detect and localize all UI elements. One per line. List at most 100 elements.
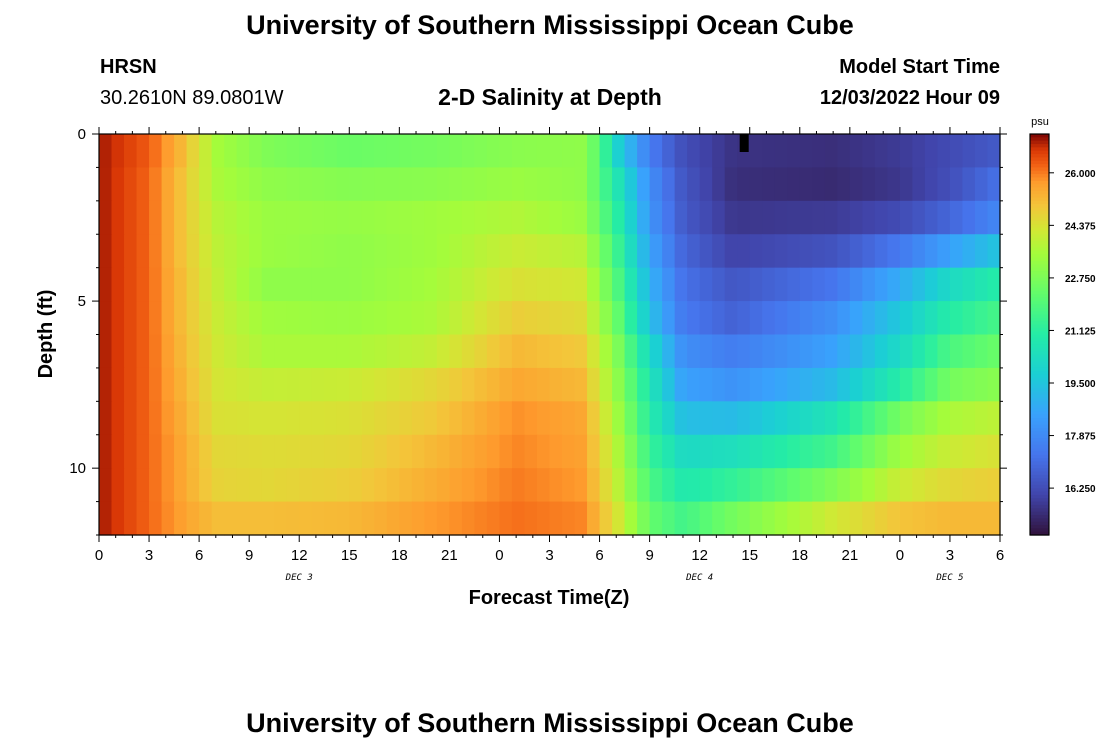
heatmap-cell xyxy=(937,301,951,336)
heatmap-cell xyxy=(662,301,676,336)
heatmap-cell xyxy=(361,367,375,402)
heatmap-cell xyxy=(649,301,663,336)
colorbar-segment xyxy=(1030,431,1049,436)
heatmap-cell xyxy=(336,468,350,503)
heatmap-cell xyxy=(737,167,751,202)
heatmap-cell xyxy=(524,234,538,269)
heatmap-cell xyxy=(562,334,576,369)
heatmap-cell xyxy=(562,267,576,302)
heatmap-cell xyxy=(399,468,413,503)
heatmap-cell xyxy=(449,434,463,469)
x-tick-label: 0 xyxy=(896,547,904,564)
heatmap-cell xyxy=(737,434,751,469)
heatmap-cell xyxy=(374,434,388,469)
heatmap-cell xyxy=(111,334,125,369)
heatmap-cell xyxy=(549,434,563,469)
heatmap-cell xyxy=(637,167,651,202)
heatmap-cell xyxy=(186,501,200,536)
heatmap-cell xyxy=(812,167,826,202)
heatmap-cell xyxy=(286,401,300,436)
heatmap-cell xyxy=(174,234,188,269)
heatmap-cell xyxy=(812,367,826,402)
chart-title: 2-D Salinity at Depth xyxy=(438,84,662,110)
heatmap-cell xyxy=(849,234,863,269)
heatmap-cell xyxy=(336,301,350,336)
page-title: University of Southern Mississippi Ocean… xyxy=(246,10,854,40)
heatmap-cell xyxy=(562,200,576,235)
heatmap-cell xyxy=(599,367,613,402)
heatmap-cell xyxy=(774,501,788,536)
heatmap-cell xyxy=(536,200,551,235)
heatmap-cell xyxy=(249,200,263,235)
heatmap-cell xyxy=(849,301,863,336)
heatmap-cell xyxy=(486,434,501,469)
heatmap-cell xyxy=(411,167,425,202)
heatmap-cell xyxy=(699,134,713,169)
heatmap-cell xyxy=(787,134,801,169)
colorbar-label: 21.125 xyxy=(1065,326,1096,337)
heatmap-cell xyxy=(774,267,788,302)
heatmap-cell xyxy=(849,200,863,235)
colorbar-segment xyxy=(1030,200,1049,205)
heatmap-cells xyxy=(99,134,1001,536)
heatmap-cell xyxy=(411,468,425,503)
heatmap-cell xyxy=(336,134,350,169)
heatmap-cell xyxy=(762,234,776,269)
heatmap-cell xyxy=(862,334,876,369)
station-name: HRSN xyxy=(100,56,157,78)
heatmap-cell xyxy=(987,367,1001,402)
colorbar-segment xyxy=(1030,240,1049,245)
heatmap-cell xyxy=(286,134,300,169)
heatmap-cell xyxy=(662,267,676,302)
x-tick-label: 18 xyxy=(391,547,408,564)
heatmap-cell xyxy=(299,234,313,269)
heatmap-cell xyxy=(862,234,876,269)
heatmap-cell xyxy=(649,468,663,503)
heatmap-cell xyxy=(349,167,363,202)
heatmap-cell xyxy=(124,334,138,369)
heatmap-cell xyxy=(361,401,375,436)
heatmap-cell xyxy=(549,234,563,269)
colorbar-segment xyxy=(1030,314,1049,319)
heatmap-cell xyxy=(324,367,338,402)
heatmap-cell xyxy=(899,134,913,169)
heatmap-cell xyxy=(687,267,701,302)
heatmap-cell xyxy=(386,401,400,436)
heatmap-cell xyxy=(749,367,763,402)
heatmap-cell xyxy=(962,501,976,536)
heatmap-cell xyxy=(987,234,1001,269)
colorbar-segment xyxy=(1030,494,1049,499)
heatmap-cell xyxy=(824,334,838,369)
heatmap-cell xyxy=(424,401,438,436)
heatmap-cell xyxy=(824,468,838,503)
heatmap-cell xyxy=(536,301,551,336)
heatmap-cell xyxy=(386,301,400,336)
heatmap-cell xyxy=(324,334,338,369)
heatmap-cell xyxy=(912,501,926,536)
heatmap-cell xyxy=(762,301,776,336)
heatmap-cell xyxy=(311,234,325,269)
heatmap-cell xyxy=(987,167,1001,202)
heatmap-cell xyxy=(211,234,225,269)
colorbar-segment xyxy=(1030,281,1049,285)
heatmap-cell xyxy=(612,200,626,235)
heatmap-cell xyxy=(774,468,788,503)
station-coordinates: 30.2610N 89.0801W xyxy=(100,87,284,109)
heatmap-cell xyxy=(524,334,538,369)
colorbar-segment xyxy=(1030,267,1049,272)
heatmap-cell xyxy=(286,200,300,235)
heatmap-cell xyxy=(274,334,288,369)
heatmap-cell xyxy=(286,167,300,202)
heatmap-cell xyxy=(449,367,463,402)
colorbar-segment xyxy=(1030,307,1049,312)
heatmap-cell xyxy=(949,468,964,503)
heatmap-cell xyxy=(824,200,838,235)
heatmap-cell xyxy=(324,468,338,503)
heatmap-cell xyxy=(749,301,763,336)
heatmap-cell xyxy=(424,434,438,469)
heatmap-cell xyxy=(136,234,150,269)
heatmap-cell xyxy=(161,434,175,469)
heatmap-cell xyxy=(887,234,901,269)
heatmap-cell xyxy=(587,267,601,302)
heatmap-cell xyxy=(374,234,388,269)
